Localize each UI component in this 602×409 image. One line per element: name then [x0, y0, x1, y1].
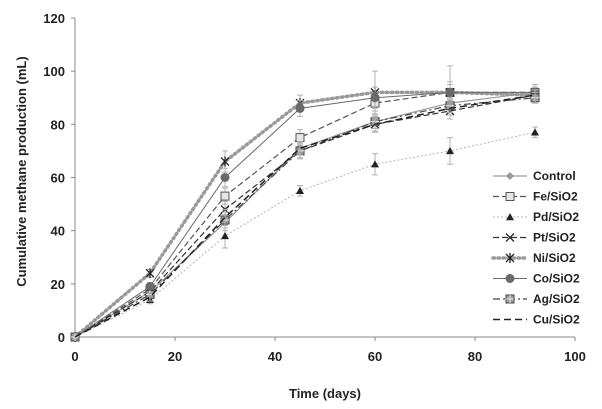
axes: 0 20 40 60 80 100 0 20 40 60 80 100 120	[43, 11, 586, 364]
legend-marker	[505, 233, 515, 242]
legend-marker	[505, 274, 515, 283]
legend-label: Pt/SiO2	[533, 231, 576, 245]
error-bar	[222, 208, 228, 226]
y-axis-label: Cumulative methane production (mL)	[14, 56, 29, 286]
legend-item-fe-sio2: Fe/SiO2	[493, 190, 578, 204]
series-pt-sio2	[70, 89, 540, 342]
series-line-pd-sio2	[74, 131, 536, 338]
data-point-pd-sio2	[371, 160, 379, 168]
series-fe-sio2	[70, 83, 540, 342]
data-point-pd-sio2	[296, 186, 304, 194]
legend-item-control: Control	[493, 169, 576, 183]
legend-label: Ag/SiO2	[533, 292, 580, 306]
error-bar	[147, 292, 153, 302]
legend-marker	[506, 213, 514, 221]
x-tick-label: 40	[268, 349, 282, 364]
data-point-co-sio2	[445, 87, 455, 97]
x-tick-label: 20	[168, 349, 182, 364]
data-point-pd-sio2	[446, 146, 454, 155]
legend-item-pt-sio2: Pt/SiO2	[493, 231, 576, 245]
y-tick-label: 60	[51, 171, 65, 186]
legend-label: Pd/SiO2	[533, 210, 579, 224]
x-tick-label: 60	[368, 349, 382, 364]
legend-item-ag-sio2: Ag/SiO2	[493, 292, 580, 306]
legend-label: Ni/SiO2	[533, 251, 576, 265]
y-tick-label: 0	[58, 330, 65, 345]
series-line-cu-sio2	[74, 94, 536, 338]
error-bar	[532, 89, 538, 101]
legend-label: Fe/SiO2	[533, 190, 578, 204]
legend-marker	[506, 172, 514, 180]
legend-label: Cu/SiO2	[533, 313, 580, 327]
data-point-ni-sio2	[220, 156, 230, 167]
data-point-fe-sio2	[295, 133, 305, 143]
y-tick-label: 20	[51, 277, 65, 292]
legend-label: Control	[533, 169, 576, 183]
y-tick-label: 80	[51, 117, 65, 132]
legend-item-pd-sio2: Pd/SiO2	[493, 210, 579, 224]
data-point-co-sio2	[220, 173, 230, 182]
legend-item-co-sio2: Co/SiO2	[493, 272, 580, 286]
data-point-pd-sio2	[531, 128, 539, 136]
legend-item-ni-sio2: Ni/SiO2	[491, 251, 576, 265]
data-point-fe-sio2	[220, 191, 230, 201]
x-axis-label: Time (days)	[289, 386, 361, 401]
y-tick-label: 120	[43, 11, 65, 26]
legend: Control Fe/SiO2 Pd/SiO2 Pt/SiO2 Ni/SiO2 Co/Si…	[491, 169, 580, 327]
legend-marker	[505, 253, 515, 263]
legend-item-cu-sio2: Cu/SiO2	[493, 313, 580, 327]
series-cu-sio2	[74, 89, 538, 338]
data-point-ni-sio2	[145, 268, 155, 279]
data-point-co-sio2	[145, 281, 155, 291]
series-pd-sio2	[71, 126, 539, 341]
error-bar	[297, 141, 303, 156]
y-tick-label: 100	[43, 64, 65, 79]
series-layer	[70, 65, 540, 342]
x-tick-label: 0	[71, 349, 78, 364]
legend-label: Co/SiO2	[533, 272, 580, 286]
series-control	[71, 86, 539, 341]
y-tick-label: 40	[51, 224, 65, 239]
data-point-co-sio2	[295, 103, 305, 113]
legend-marker	[505, 192, 515, 201]
x-tick-label: 100	[564, 349, 586, 364]
data-point-pd-sio2	[221, 231, 229, 240]
series-ag-sio2	[70, 91, 540, 342]
legend-marker-cross	[506, 295, 514, 303]
x-tick-label: 80	[468, 349, 482, 364]
series-co-sio2	[70, 81, 540, 342]
data-point-co-sio2	[370, 93, 380, 103]
